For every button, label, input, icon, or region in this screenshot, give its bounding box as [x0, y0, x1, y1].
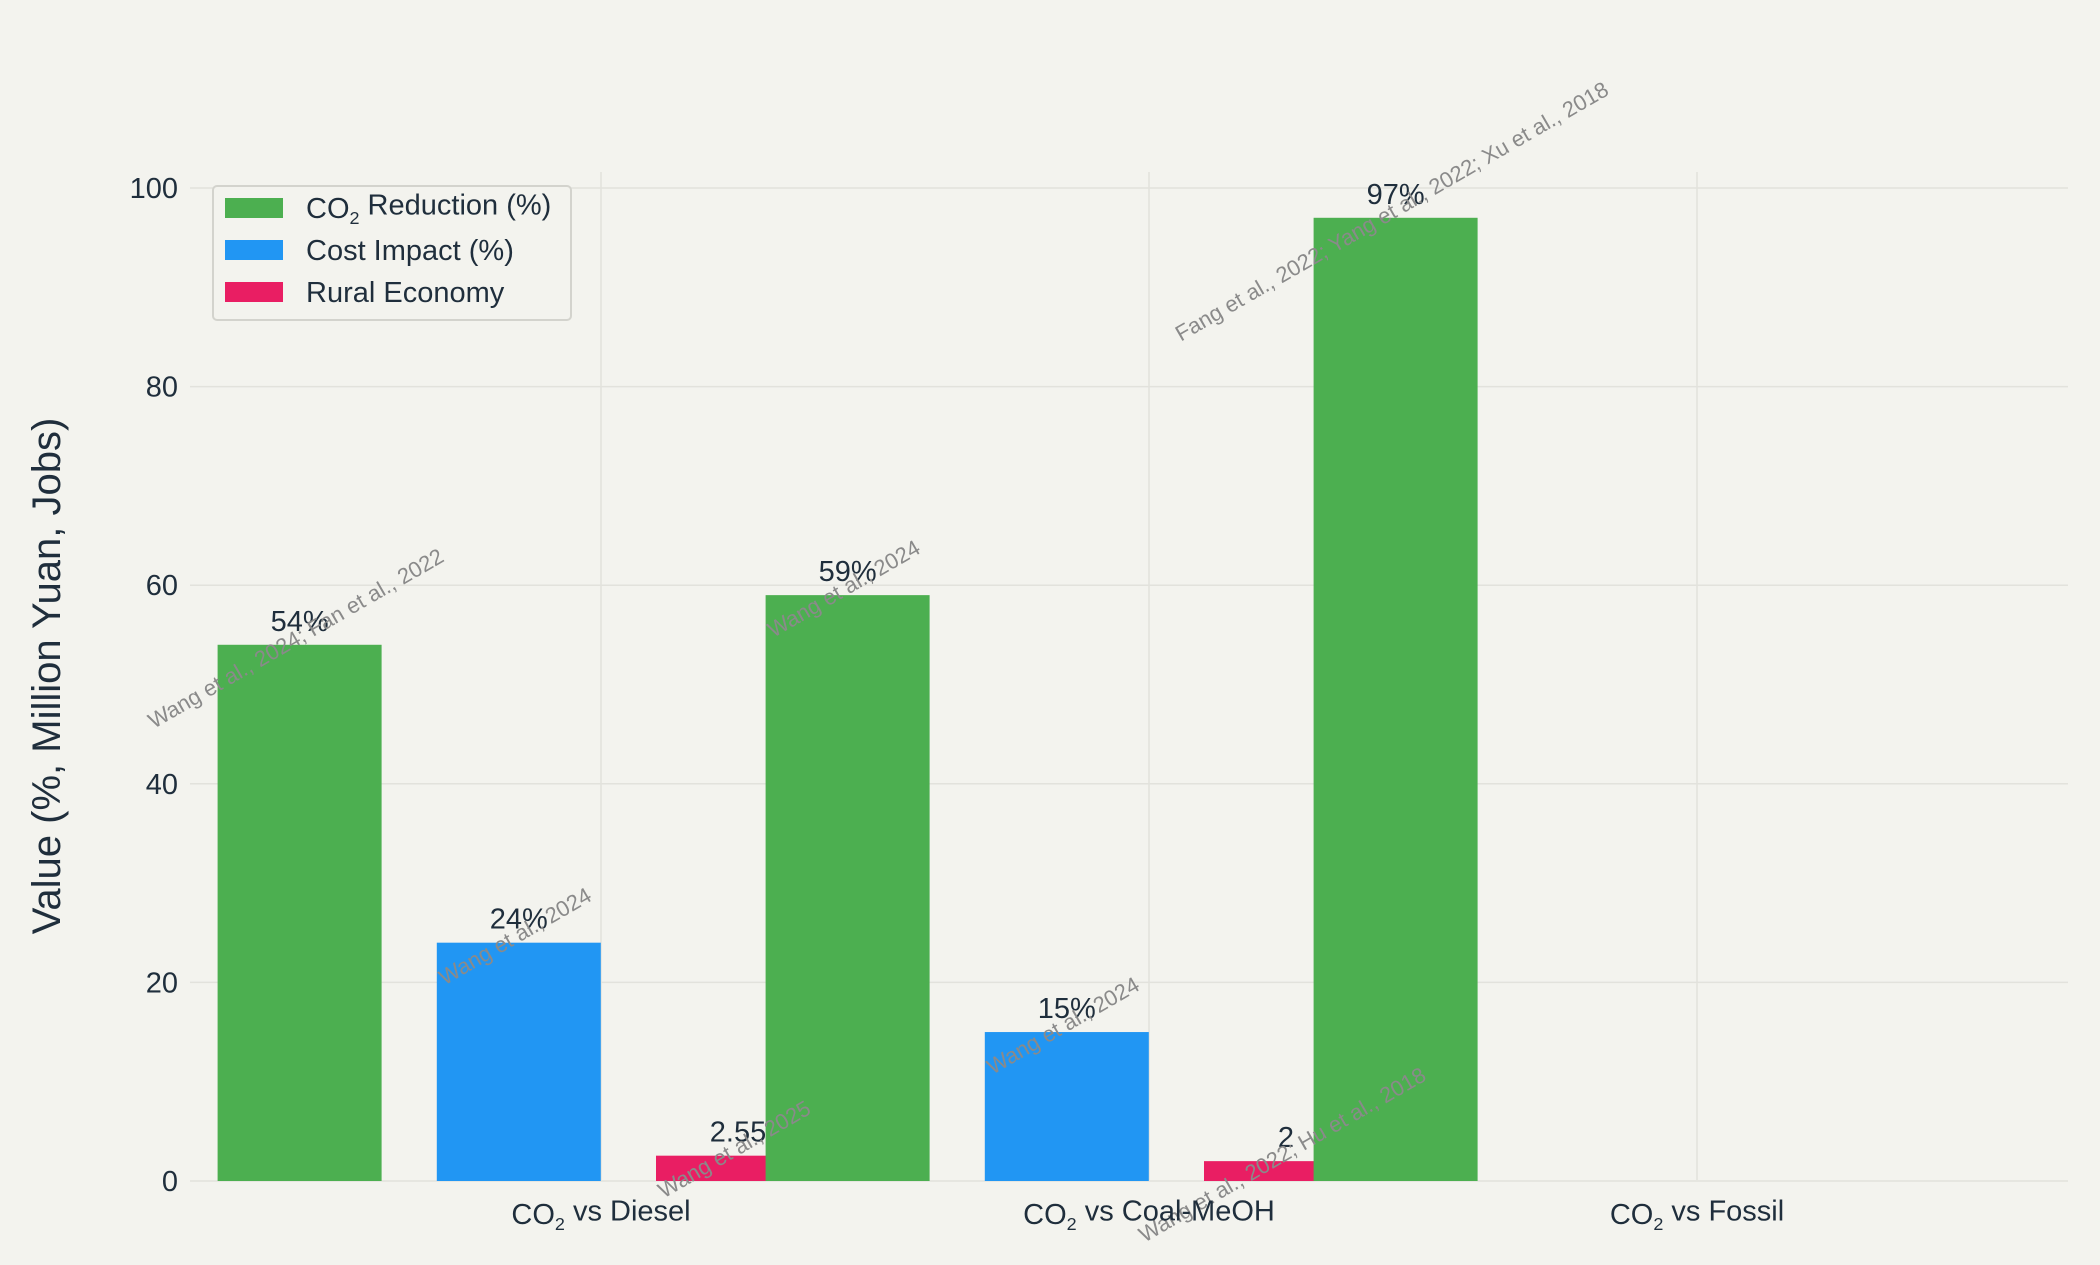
bar-value-label: 2.55: [710, 1117, 766, 1149]
bar-value-label: 54%: [271, 606, 329, 638]
bar-co2[interactable]: [1313, 217, 1478, 1182]
legend-swatch-rural: [225, 282, 283, 302]
bar-value-label: 24%: [490, 904, 548, 936]
legend: [212, 185, 572, 321]
legend-label-cost: Cost Impact (%): [306, 235, 514, 267]
bar-value-label: 2: [1278, 1122, 1294, 1154]
legend-label-rural: Rural Economy: [306, 277, 505, 309]
bar-value-label: 59%: [819, 556, 877, 588]
x-tick-label: CO2 vs Fossil: [1610, 1195, 1784, 1233]
legend-swatch-co2: [225, 198, 283, 218]
bar-value-label: 97%: [1367, 179, 1425, 211]
x-tick-label: CO2 vs Coal-MeOH: [1023, 1195, 1275, 1233]
y-tick-label: 0: [162, 1166, 178, 1198]
y-tick-label: 60: [146, 570, 178, 602]
bar-value-label: 15%: [1038, 993, 1096, 1025]
y-tick-label: 80: [146, 372, 178, 404]
legend-label-co2: CO2 Reduction (%): [306, 189, 551, 227]
x-tick-label: CO2 vs Diesel: [511, 1195, 690, 1233]
y-tick-label: 100: [130, 173, 178, 205]
legend-swatch-cost: [225, 240, 283, 260]
bar-cost[interactable]: [436, 942, 601, 1181]
y-tick-label: 40: [146, 769, 178, 801]
y-axis-title: Value (%, Million Yuan, Jobs): [25, 418, 69, 935]
bar-co2[interactable]: [765, 595, 930, 1181]
bar-co2[interactable]: [217, 644, 382, 1181]
y-tick-label: 20: [146, 967, 178, 999]
bar-cost[interactable]: [984, 1032, 1149, 1181]
